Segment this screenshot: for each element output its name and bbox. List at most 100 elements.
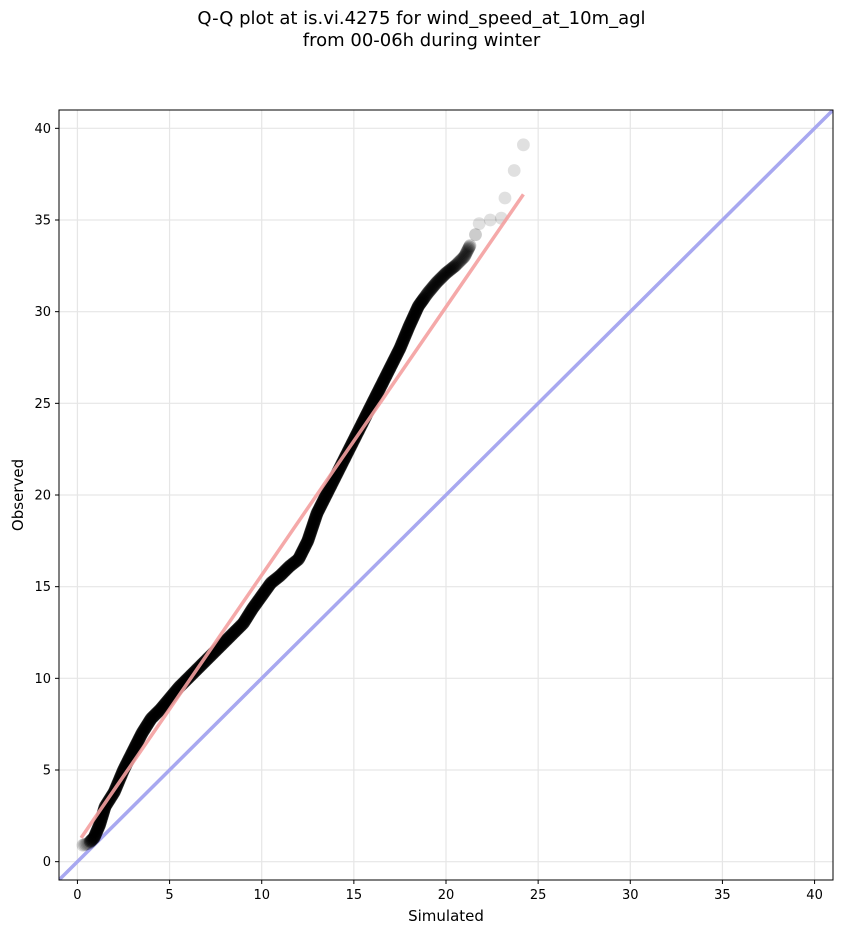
quantile-point: [287, 556, 300, 570]
x-tick-label: 15: [346, 888, 363, 903]
quantile-point: [397, 332, 411, 345]
quantile-point: [235, 618, 248, 632]
quantile-point: [370, 387, 384, 401]
quantile-point: [461, 244, 474, 257]
quantile-point: [305, 521, 319, 535]
quantile-point: [423, 283, 437, 297]
quantile-point: [386, 356, 399, 370]
quantile-point: [132, 732, 146, 746]
quantile-point: [372, 384, 386, 398]
quantile-point: [231, 622, 245, 636]
quantile-point: [83, 835, 97, 848]
quantile-point: [382, 363, 396, 377]
quantile-point: [395, 337, 409, 350]
quantile-point: [76, 838, 90, 852]
quantile-point: [384, 359, 398, 372]
quantile-point: [377, 374, 391, 387]
quantile-point: [382, 364, 395, 378]
quantile-point: [459, 246, 473, 260]
quantile-point: [308, 511, 322, 525]
quantile-point: [130, 737, 144, 751]
quantile-point: [429, 276, 443, 290]
quantile-point: [383, 362, 396, 376]
quantile-point: [441, 265, 455, 278]
quantile-point: [323, 481, 337, 495]
quantile-point: [264, 576, 278, 590]
quantile-point: [288, 556, 301, 569]
quantile-point: [302, 531, 316, 545]
quantile-point: [406, 311, 420, 325]
quantile-point: [86, 832, 100, 846]
quantile-point: [228, 625, 242, 638]
quantile-point: [93, 817, 107, 831]
quantile-point: [410, 302, 424, 315]
quantile-point: [399, 327, 413, 341]
quantile-point: [320, 486, 334, 500]
quantile-point: [115, 767, 129, 781]
quantile-point: [249, 596, 263, 610]
quantile-point: [306, 519, 320, 533]
quantile-point: [89, 827, 102, 841]
quantile-point: [234, 619, 247, 633]
quantile-point: [88, 829, 102, 842]
quantile-point: [267, 574, 281, 587]
quantile-point: [309, 510, 323, 524]
quantile-point: [381, 365, 395, 379]
quantile-point: [276, 566, 290, 580]
quantile-point: [403, 318, 417, 332]
quantile-point: [128, 740, 142, 754]
quantile-point: [150, 706, 164, 720]
y-tick-label: 15: [34, 580, 51, 595]
quantile-point: [249, 597, 262, 611]
quantile-point: [308, 513, 322, 526]
quantile-point: [386, 355, 400, 369]
quantile-point: [418, 290, 432, 303]
quantile-point: [291, 553, 304, 567]
quantile-point: [87, 831, 101, 845]
quantile-point: [407, 309, 421, 323]
quantile-point: [303, 528, 317, 541]
quantile-point: [292, 551, 306, 565]
quantile-point: [248, 599, 262, 612]
quantile-point: [259, 583, 273, 596]
quantile-point: [246, 602, 259, 616]
quantile-point: [126, 745, 140, 759]
quantile-point: [225, 627, 239, 641]
quantile-point: [151, 705, 164, 719]
quantile-point: [354, 419, 368, 433]
quantile-point: [447, 260, 461, 274]
quantile-point: [310, 506, 324, 520]
quantile-point: [404, 316, 418, 330]
quantile-point: [398, 330, 411, 344]
quantile-point: [454, 253, 468, 267]
quantile-point: [434, 272, 447, 286]
quantile-point: [412, 298, 426, 312]
quantile-point: [144, 713, 157, 727]
quantile-point: [90, 824, 104, 838]
quantile-point: [321, 485, 335, 498]
quantile-point: [237, 615, 251, 629]
quantile-point: [158, 698, 171, 711]
quantile-point: [139, 720, 153, 733]
quantile-point: [445, 261, 459, 275]
quantile-point: [229, 624, 243, 638]
quantile-point: [380, 368, 394, 382]
quantile-point: [385, 357, 399, 371]
quantile-point: [307, 516, 321, 530]
quantile-point: [134, 728, 148, 741]
quantile-point: [157, 699, 171, 712]
quantile-point: [450, 257, 464, 271]
quantile-point: [261, 580, 275, 594]
quantile-point: [320, 487, 334, 501]
quantile-point: [142, 715, 156, 729]
quantile-point: [392, 344, 406, 358]
quantile-point: [283, 559, 297, 573]
quantile-point: [135, 726, 149, 740]
quantile-point: [253, 591, 267, 605]
quantile-point: [402, 319, 416, 333]
quantile-point: [127, 742, 141, 756]
quantile-point: [422, 285, 435, 299]
x-tick-label: 5: [165, 888, 173, 903]
quantile-point: [434, 271, 448, 285]
quantile-point: [301, 534, 315, 548]
